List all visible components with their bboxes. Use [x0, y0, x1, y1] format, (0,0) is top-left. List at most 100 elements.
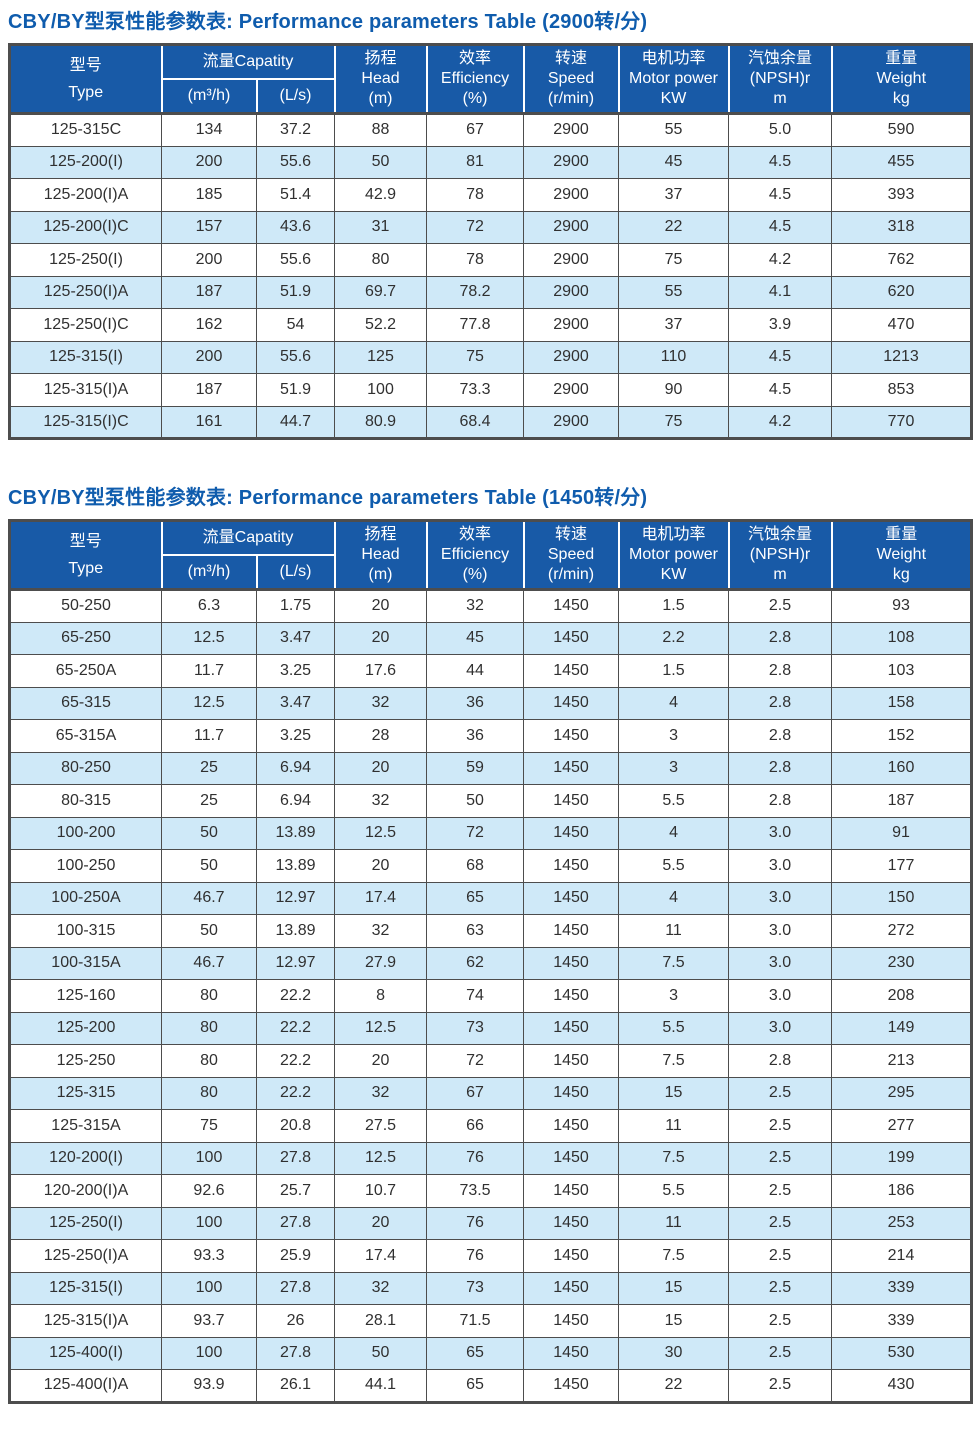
table-cell: 187	[161, 275, 257, 309]
table-cell: 2900	[523, 243, 620, 277]
table-cell: 22.2	[255, 1044, 336, 1078]
table-cell: 50	[426, 784, 525, 818]
table-cell: 27.8	[255, 1141, 336, 1175]
table-cell: 55	[618, 275, 730, 309]
table-cell: 393	[831, 178, 973, 212]
table-cell: 590	[831, 113, 973, 147]
table-cell: 75	[618, 405, 730, 439]
col-header-capacity-m3h: (m³/h)	[160, 78, 258, 115]
table-row: 125-200(I)C 157 43.6 31 72 2900 22 4.5 318	[9, 210, 973, 244]
table-row: 125-315(I) 100 27.8 32 73 1450 15 2.5 339	[9, 1271, 973, 1305]
table-cell: 55.6	[255, 243, 336, 277]
table-cell: 177	[831, 849, 973, 883]
table-cell: 3.25	[255, 719, 336, 753]
table-cell: 1450	[523, 1369, 620, 1403]
table-cell: 1450	[523, 589, 620, 623]
table-row: 100-250A 46.7 12.97 17.4 65 1450 4 3.0 150	[9, 881, 973, 915]
table-cell: 253	[831, 1206, 973, 1240]
table-cell: 4.5	[728, 210, 833, 244]
table-cell: 4.2	[728, 405, 833, 439]
table-cell: 12.5	[334, 816, 428, 850]
table-cell: 1450	[523, 1141, 620, 1175]
table-cell: 186	[831, 1174, 973, 1208]
table-cell: 80	[161, 1011, 257, 1045]
table-cell: 318	[831, 210, 973, 244]
table-cell: 4.5	[728, 178, 833, 212]
table-cell: 11.7	[161, 654, 257, 688]
table-cell: 27.9	[334, 946, 428, 980]
table-cell: 15	[618, 1076, 730, 1110]
table-cell: 2900	[523, 145, 620, 179]
table-cell: 27.5	[334, 1109, 428, 1143]
table-cell: 12.5	[161, 686, 257, 720]
table-cell: 2.8	[728, 621, 833, 655]
table-cell: 1450	[523, 1109, 620, 1143]
table-cell: 853	[831, 373, 973, 407]
table-cell: 6.3	[161, 589, 257, 623]
table-cell: 17.4	[334, 1239, 428, 1273]
table-cell: 1.5	[618, 589, 730, 623]
table-cell: 3.47	[255, 686, 336, 720]
table-cell: 22.2	[255, 1011, 336, 1045]
table-cell: 125-200(I)A	[9, 178, 162, 212]
table-cell: 339	[831, 1271, 973, 1305]
table-row: 125-250(I) 100 27.8 20 76 1450 11 2.5 253	[9, 1206, 973, 1240]
table-cell: 158	[831, 686, 973, 720]
table-cell: 11.7	[161, 719, 257, 753]
table-cell: 2.5	[728, 1304, 833, 1338]
table-cell: 55.6	[255, 145, 336, 179]
col-header-type: 型号 Type	[8, 43, 163, 115]
table-cell: 12.5	[334, 1011, 428, 1045]
table-cell: 1450	[523, 784, 620, 818]
table-cell: 2900	[523, 373, 620, 407]
table-cell: 22	[618, 210, 730, 244]
table-cell: 1450	[523, 816, 620, 850]
table-cell: 2.5	[728, 1174, 833, 1208]
table-row: 125-315(I) 200 55.6 125 75 2900 110 4.5 1213	[9, 340, 973, 374]
table-cell: 125-250(I)A	[9, 275, 162, 309]
col-header-weight: 重量 Weight kg	[830, 43, 973, 115]
table-cell: 455	[831, 145, 973, 179]
table-cell: 1450	[523, 621, 620, 655]
table-cell: 93.3	[161, 1239, 257, 1273]
performance-section-1450: CBY/BY型泵性能参数表: Performance parameters Ta…	[8, 481, 974, 1404]
table-cell: 27.8	[255, 1206, 336, 1240]
table-cell: 20.8	[255, 1109, 336, 1143]
table-cell: 50	[161, 816, 257, 850]
table-row: 125-250(I) 200 55.6 80 78 2900 75 4.2 762	[9, 243, 973, 277]
table-cell: 152	[831, 719, 973, 753]
table-cell: 762	[831, 243, 973, 277]
table-cell: 213	[831, 1044, 973, 1078]
table-cell: 2900	[523, 210, 620, 244]
table-cell: 2.5	[728, 1271, 833, 1305]
col-header-capacity-ls: (L/s)	[255, 78, 336, 115]
table-cell: 770	[831, 405, 973, 439]
table-cell: 12.97	[255, 946, 336, 980]
table-cell: 91	[831, 816, 973, 850]
table-cell: 1450	[523, 881, 620, 915]
table-cell: 3.0	[728, 979, 833, 1013]
table-cell: 125-160	[9, 979, 162, 1013]
table-cell: 65-315A	[9, 719, 162, 753]
table-cell: 150	[831, 881, 973, 915]
table-cell: 93.7	[161, 1304, 257, 1338]
table-cell: 22.2	[255, 979, 336, 1013]
table-cell: 3.0	[728, 881, 833, 915]
table-cell: 17.6	[334, 654, 428, 688]
table-cell: 3.0	[728, 849, 833, 883]
table-cell: 157	[161, 210, 257, 244]
table-cell: 214	[831, 1239, 973, 1273]
table-cell: 1.75	[255, 589, 336, 623]
table-cell: 65-315	[9, 686, 162, 720]
table-cell: 93	[831, 589, 973, 623]
table-cell: 81	[426, 145, 525, 179]
table-cell: 28	[334, 719, 428, 753]
col-header-capacity-m3h: (m³/h)	[160, 554, 258, 591]
table-cell: 12.5	[334, 1141, 428, 1175]
table-cell: 54	[255, 308, 336, 342]
table-header: 型号 Type 流量Capatity 扬程 Head (m) 效率 Effici…	[8, 43, 973, 115]
table-body-2900: 125-315C 134 37.2 88 67 2900 55 5.0 590 125-200(I…	[9, 113, 973, 439]
table-cell: 43.6	[255, 210, 336, 244]
table-row: 125-315 80 22.2 32 67 1450 15 2.5 295	[9, 1076, 973, 1110]
table-cell: 208	[831, 979, 973, 1013]
